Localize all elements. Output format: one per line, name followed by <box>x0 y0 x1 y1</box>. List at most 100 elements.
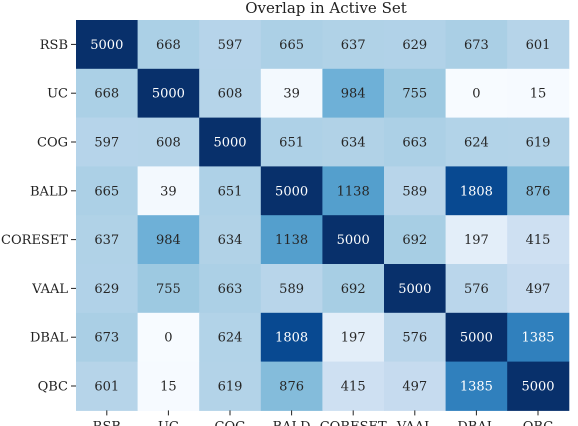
heatmap-cell <box>199 117 262 167</box>
cell-value-label: 197 <box>341 331 366 346</box>
heatmap-cell <box>445 215 508 265</box>
x-tick-label: CORESET <box>320 419 387 426</box>
cell-value-label: 665 <box>279 38 304 53</box>
cell-value-label: 629 <box>402 38 427 53</box>
y-tick-label: VAAL <box>31 282 68 297</box>
cell-value-label: 415 <box>526 233 551 248</box>
heatmap-cell <box>260 215 323 265</box>
cell-value-label: 984 <box>156 233 181 248</box>
y-tick-label: CORESET <box>1 233 68 248</box>
heatmap-cell <box>384 20 447 70</box>
cell-value-label: 597 <box>218 38 243 53</box>
heatmap-cell <box>384 312 447 363</box>
cell-value-label: 619 <box>526 136 551 151</box>
heatmap-cell <box>260 117 323 167</box>
heatmap-cell <box>137 20 200 70</box>
heatmap-cell <box>384 117 447 167</box>
heatmap-cell <box>199 20 262 70</box>
x-tick-label: VAAL <box>396 419 433 426</box>
heatmap-cell <box>445 166 508 216</box>
heatmap-cell <box>507 361 570 411</box>
cell-value-label: 668 <box>94 87 119 102</box>
y-tick-label: UC <box>47 87 68 102</box>
heatmap-cell <box>76 68 139 119</box>
cell-value-label: 668 <box>156 38 181 53</box>
cell-value-label: 589 <box>402 184 427 199</box>
heatmap-cell <box>322 20 385 70</box>
heatmap-cell <box>76 361 139 411</box>
y-tick-label: RSB <box>40 38 68 53</box>
x-tick-label: UC <box>158 419 179 426</box>
y-tick-label: QBC <box>38 380 68 395</box>
cell-value-label: 876 <box>279 380 304 395</box>
cell-value-label: 39 <box>160 184 177 199</box>
cell-value-label: 984 <box>341 87 366 102</box>
heatmap-cell <box>384 68 447 119</box>
heatmap-cell <box>137 264 200 314</box>
cell-value-label: 665 <box>94 184 119 199</box>
heatmap-cell <box>445 264 508 314</box>
cell-value-label: 1138 <box>337 184 370 199</box>
cell-value-label: 5000 <box>152 87 185 102</box>
cell-value-label: 673 <box>94 331 119 346</box>
cell-value-label: 5000 <box>521 380 554 395</box>
heatmap-cell <box>76 166 139 216</box>
heatmap-cell <box>445 68 508 119</box>
heatmap-cell <box>507 215 570 265</box>
cell-value-label: 624 <box>464 136 489 151</box>
cell-value-label: 39 <box>283 87 300 102</box>
heatmap-cell <box>322 215 385 265</box>
cell-value-label: 637 <box>341 38 366 53</box>
heatmap-cell <box>322 361 385 411</box>
cell-value-label: 497 <box>402 380 427 395</box>
heatmap-cell <box>322 117 385 167</box>
y-tick-label: BALD <box>30 184 68 199</box>
heatmap-cell <box>199 264 262 314</box>
x-tick-label: RSB <box>93 419 121 426</box>
cell-value-label: 597 <box>94 136 119 151</box>
cell-value-label: 1385 <box>460 380 493 395</box>
cell-value-label: 692 <box>341 282 366 297</box>
cell-value-label: 15 <box>160 380 177 395</box>
heatmap-cell <box>137 166 200 216</box>
heatmap-cell <box>384 215 447 265</box>
heatmap-cell <box>260 166 323 216</box>
cell-value-label: 663 <box>402 136 427 151</box>
cell-value-label: 5000 <box>398 282 431 297</box>
heatmap-cell <box>322 312 385 363</box>
heatmap-cell <box>384 166 447 216</box>
cell-value-label: 0 <box>472 87 480 102</box>
heatmap-cell <box>507 264 570 314</box>
cell-value-label: 619 <box>218 380 243 395</box>
heatmap-cell <box>76 312 139 363</box>
cell-value-label: 5000 <box>337 233 370 248</box>
heatmap-cell <box>137 68 200 119</box>
cell-value-label: 634 <box>341 136 366 151</box>
heatmap-cell <box>260 312 323 363</box>
cell-value-label: 601 <box>526 38 551 53</box>
cell-value-label: 576 <box>402 331 427 346</box>
heatmap-cell <box>507 20 570 70</box>
x-tick-label: BALD <box>273 419 311 426</box>
heatmap-cell <box>199 68 262 119</box>
heatmap-cell <box>137 117 200 167</box>
heatmap-cell <box>260 361 323 411</box>
x-axis: RSB UC COG BALD CORESET VAAL DBAL QBC <box>93 410 553 426</box>
x-tick-label: QBC <box>523 419 553 426</box>
heatmap-cell <box>322 166 385 216</box>
cell-value-label: 876 <box>526 184 551 199</box>
cell-value-label: 5000 <box>90 38 123 53</box>
y-axis: RSB UC COG BALD CORESET VAAL DBAL QBC <box>1 38 76 395</box>
cell-value-label: 629 <box>94 282 119 297</box>
heatmap-cell <box>445 361 508 411</box>
x-tick-label: DBAL <box>457 419 495 426</box>
cell-value-label: 497 <box>526 282 551 297</box>
heatmap-cell <box>322 264 385 314</box>
heatmap-cell <box>322 68 385 119</box>
cell-value-label: 755 <box>402 87 427 102</box>
heatmap-cell <box>260 264 323 314</box>
cell-value-label: 608 <box>218 87 243 102</box>
x-tick-label: COG <box>215 419 246 426</box>
heatmap-cell <box>199 312 262 363</box>
